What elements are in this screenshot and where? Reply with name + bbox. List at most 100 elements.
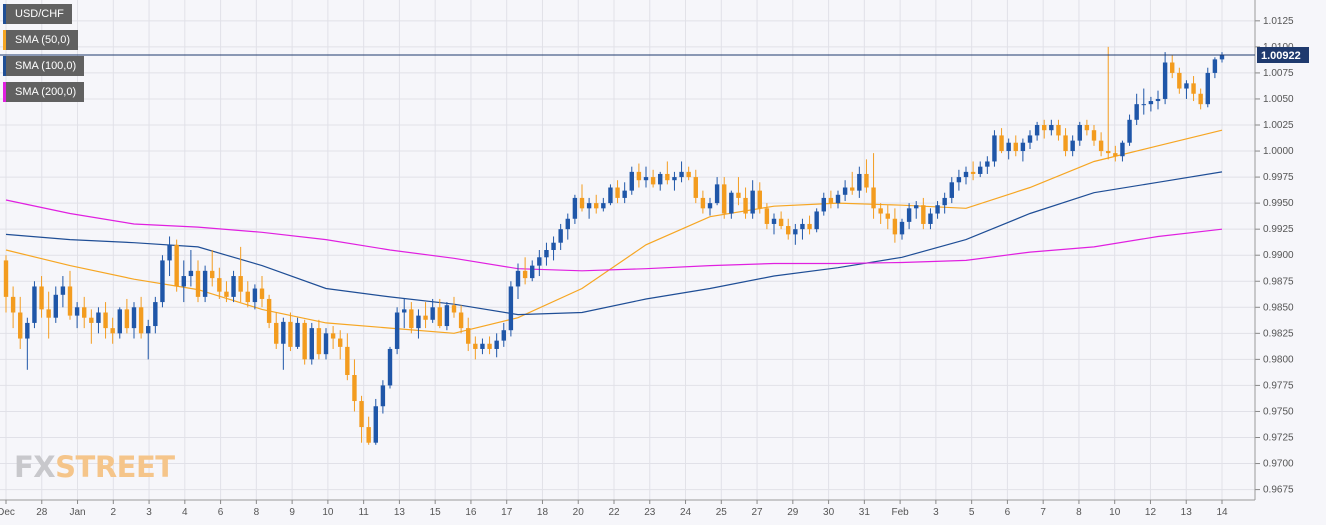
candle	[373, 398, 378, 445]
x-tick-label: 15	[430, 507, 442, 518]
candle	[501, 322, 506, 347]
candle-body	[1155, 98, 1161, 102]
candle-body	[700, 197, 706, 209]
candle	[650, 169, 656, 188]
candle-body	[906, 208, 912, 222]
candle	[394, 307, 400, 355]
candle	[1070, 135, 1075, 157]
candle	[970, 161, 976, 181]
candle-body	[1034, 125, 1040, 136]
y-tick-label: 1.0075	[1263, 68, 1294, 79]
x-tick-label: 3	[146, 507, 152, 518]
candle	[224, 281, 229, 303]
candle	[750, 180, 755, 219]
candle-body	[394, 312, 400, 349]
candle-body	[956, 177, 962, 183]
candle-body	[1127, 119, 1132, 143]
y-tick-label: 0.9875	[1263, 276, 1294, 287]
legend-label: USD/CHF	[15, 8, 64, 20]
y-tick-label: 0.9700	[1263, 459, 1294, 470]
candle-body	[921, 205, 926, 224]
candle	[764, 203, 770, 230]
candle	[1091, 125, 1097, 146]
candle	[103, 302, 108, 339]
legend-item-sma100[interactable]: SMA (100,0)	[3, 56, 85, 76]
candle	[601, 197, 606, 212]
candle	[1084, 119, 1090, 136]
candle-body	[266, 298, 272, 323]
candle-body	[167, 244, 172, 261]
legend-label: SMA (100,0)	[15, 60, 77, 72]
candle-body	[96, 312, 101, 323]
candle-body	[679, 171, 684, 178]
candle-body	[636, 171, 642, 181]
candle	[60, 276, 66, 308]
candle	[117, 307, 122, 339]
candle-body	[309, 328, 314, 360]
candle-body	[622, 190, 627, 198]
candle	[195, 260, 201, 303]
candle	[615, 180, 620, 204]
candle-body	[949, 182, 954, 198]
sma-line-0	[5, 129, 1223, 334]
candle	[430, 298, 435, 323]
candle-body	[650, 177, 656, 185]
candle	[714, 177, 720, 206]
candle-body	[1212, 59, 1218, 73]
candle	[722, 177, 727, 219]
candle	[352, 359, 357, 412]
candle	[402, 298, 407, 329]
legend-item-usdchf[interactable]: USD/CHF	[3, 4, 72, 24]
candle-body	[387, 348, 393, 386]
candle-body	[494, 340, 499, 349]
candle-body	[850, 187, 855, 191]
candle-body	[352, 375, 357, 402]
y-tick-label: 0.9900	[1263, 250, 1294, 261]
x-tick-label: 28	[36, 507, 48, 518]
candle	[1056, 119, 1061, 141]
candle-body	[558, 229, 563, 243]
candle-body	[672, 177, 677, 181]
candle	[508, 281, 514, 337]
candle	[999, 128, 1004, 154]
candle	[551, 236, 556, 261]
legend-item-sma200[interactable]: SMA (200,0)	[3, 82, 85, 102]
candle-body	[480, 343, 485, 349]
candle-body	[82, 307, 87, 318]
candle	[821, 192, 826, 216]
candle	[67, 270, 73, 320]
x-tick-label: 14	[1216, 507, 1228, 518]
y-axis: 0.9675 0.9700 0.9725 0.9750 0.9775 0.9800 0.98…	[1254, 0, 1294, 500]
candle-body	[842, 187, 848, 195]
x-tick-label: 20	[573, 507, 585, 518]
candle	[643, 166, 649, 188]
candle	[693, 169, 698, 204]
candle	[992, 130, 997, 167]
candle	[444, 302, 450, 331]
legend-item-sma50[interactable]: SMA (50,0)	[3, 30, 79, 50]
candle-body	[750, 190, 755, 214]
candle	[1006, 138, 1011, 160]
candle	[636, 163, 642, 188]
candle-body	[1070, 140, 1075, 152]
candle-body	[1120, 142, 1125, 157]
candle	[146, 319, 151, 360]
candle	[1049, 119, 1054, 136]
candle	[74, 302, 80, 329]
candle-body	[1205, 72, 1210, 105]
candle	[963, 166, 969, 185]
x-tick-label: 12	[1145, 507, 1157, 518]
candle-body	[978, 166, 983, 174]
candle-body	[316, 328, 322, 355]
y-tick-label: 0.9800	[1263, 354, 1294, 365]
candle-body	[1134, 104, 1139, 120]
candle-body	[224, 291, 229, 297]
y-tick-label: 0.9775	[1263, 380, 1294, 391]
candle	[167, 236, 172, 277]
candle	[1184, 80, 1189, 99]
y-tick-label: 0.9750	[1263, 406, 1294, 417]
candle-body	[181, 276, 186, 287]
x-tick-label: 2	[111, 507, 117, 518]
candle-body	[736, 192, 741, 198]
